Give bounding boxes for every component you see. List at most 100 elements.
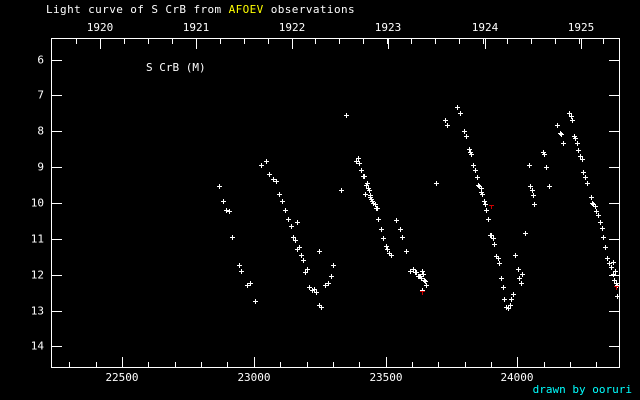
- minor-tick-bottom: [491, 362, 492, 368]
- data-point: [248, 281, 254, 287]
- major-tick-right-10: [609, 203, 620, 204]
- data-point: [457, 110, 463, 116]
- data-point: [489, 232, 495, 238]
- credit-label: drawn by ooruri: [532, 383, 632, 396]
- data-point: [501, 284, 507, 290]
- data-point: [381, 236, 387, 242]
- data-point: [522, 230, 528, 236]
- data-point: [601, 234, 607, 240]
- axis-label-year-1923: 1923: [374, 21, 402, 34]
- minor-tick-top: [76, 38, 77, 44]
- axis-label-mag-13: 13: [30, 304, 44, 318]
- minor-tick-top: [507, 38, 508, 44]
- data-point: [364, 180, 370, 186]
- data-point: [609, 265, 615, 271]
- data-point: [572, 135, 578, 141]
- major-tick-left-12: [51, 275, 62, 276]
- major-tick-bottom-23000: [254, 357, 255, 368]
- data-point: [363, 191, 369, 197]
- axis-label-mag-10: 10: [30, 196, 44, 210]
- data-point: [508, 297, 514, 303]
- data-point: [511, 291, 517, 297]
- minor-tick-top: [315, 38, 316, 44]
- data-point: [237, 263, 243, 269]
- data-point: [517, 275, 523, 281]
- minor-tick-top: [363, 38, 364, 44]
- data-point: [371, 200, 377, 206]
- minor-tick-top: [268, 38, 269, 44]
- major-tick-left-10: [51, 203, 62, 204]
- major-tick-bottom-24000: [517, 357, 518, 368]
- series-label: S CrB (M): [146, 61, 206, 74]
- major-tick-top-1923: [388, 38, 389, 49]
- data-point: [490, 236, 496, 242]
- minor-tick-bottom: [596, 362, 597, 368]
- data-point: [420, 288, 426, 294]
- data-point: [376, 216, 382, 222]
- data-point: [374, 205, 380, 211]
- data-point: [444, 123, 450, 129]
- minor-tick-top: [579, 38, 580, 44]
- data-point: [433, 180, 439, 186]
- data-point: [322, 283, 328, 288]
- axis-label-year-1921: 1921: [182, 21, 210, 34]
- data-point: [607, 261, 613, 267]
- data-point: [366, 187, 372, 193]
- minor-tick-top: [172, 38, 173, 44]
- data-point: [424, 283, 430, 288]
- major-tick-right-7: [609, 95, 620, 96]
- data-point: [414, 270, 420, 276]
- axis-label-mag-6: 6: [37, 53, 44, 67]
- data-point: [378, 227, 384, 233]
- data-point: [325, 281, 331, 287]
- data-point: [416, 274, 422, 280]
- data-point: [292, 238, 298, 244]
- data-point: [372, 202, 378, 208]
- major-tick-top-1925: [581, 38, 582, 49]
- axis-label-jd-24000: 24000: [500, 371, 534, 384]
- data-point: [466, 146, 472, 152]
- minor-tick-top: [124, 38, 125, 44]
- data-point: [482, 202, 488, 208]
- minor-tick-top: [531, 38, 532, 44]
- data-point: [546, 184, 552, 190]
- data-point: [566, 110, 572, 116]
- data-point: [422, 277, 428, 283]
- minor-tick-top: [555, 38, 556, 44]
- data-point: [419, 275, 425, 281]
- data-point: [571, 134, 577, 140]
- data-point: [540, 150, 546, 156]
- data-point: [476, 182, 482, 188]
- data-point: [495, 256, 501, 262]
- data-point: [370, 198, 376, 204]
- data-point: [420, 268, 426, 274]
- data-point: [462, 128, 468, 134]
- axis-label-jd-23500: 23500: [369, 371, 403, 384]
- minor-tick-bottom: [570, 362, 571, 368]
- minor-tick-top: [459, 38, 460, 44]
- data-point: [532, 202, 538, 208]
- data-point: [528, 184, 534, 190]
- plot-area: [51, 38, 620, 368]
- data-point: [328, 274, 334, 280]
- data-point: [583, 175, 589, 181]
- major-tick-right-12: [609, 275, 620, 276]
- data-point: [505, 306, 511, 312]
- minor-tick-bottom: [69, 362, 70, 368]
- minor-tick-bottom: [175, 362, 176, 368]
- major-tick-top-1921: [196, 38, 197, 49]
- fainter-than-marker: [614, 285, 620, 290]
- data-point: [492, 241, 498, 247]
- data-point: [555, 123, 561, 129]
- data-point: [301, 257, 307, 263]
- major-tick-top-1920: [100, 38, 101, 49]
- data-point: [423, 279, 429, 285]
- data-point: [581, 170, 587, 175]
- data-point: [481, 198, 487, 204]
- data-point: [605, 256, 611, 262]
- major-tick-left-8: [51, 131, 62, 132]
- data-point: [318, 304, 324, 310]
- axis-label-year-1920: 1920: [86, 21, 114, 34]
- data-point: [386, 250, 392, 256]
- fainter-than-marker: [420, 290, 426, 296]
